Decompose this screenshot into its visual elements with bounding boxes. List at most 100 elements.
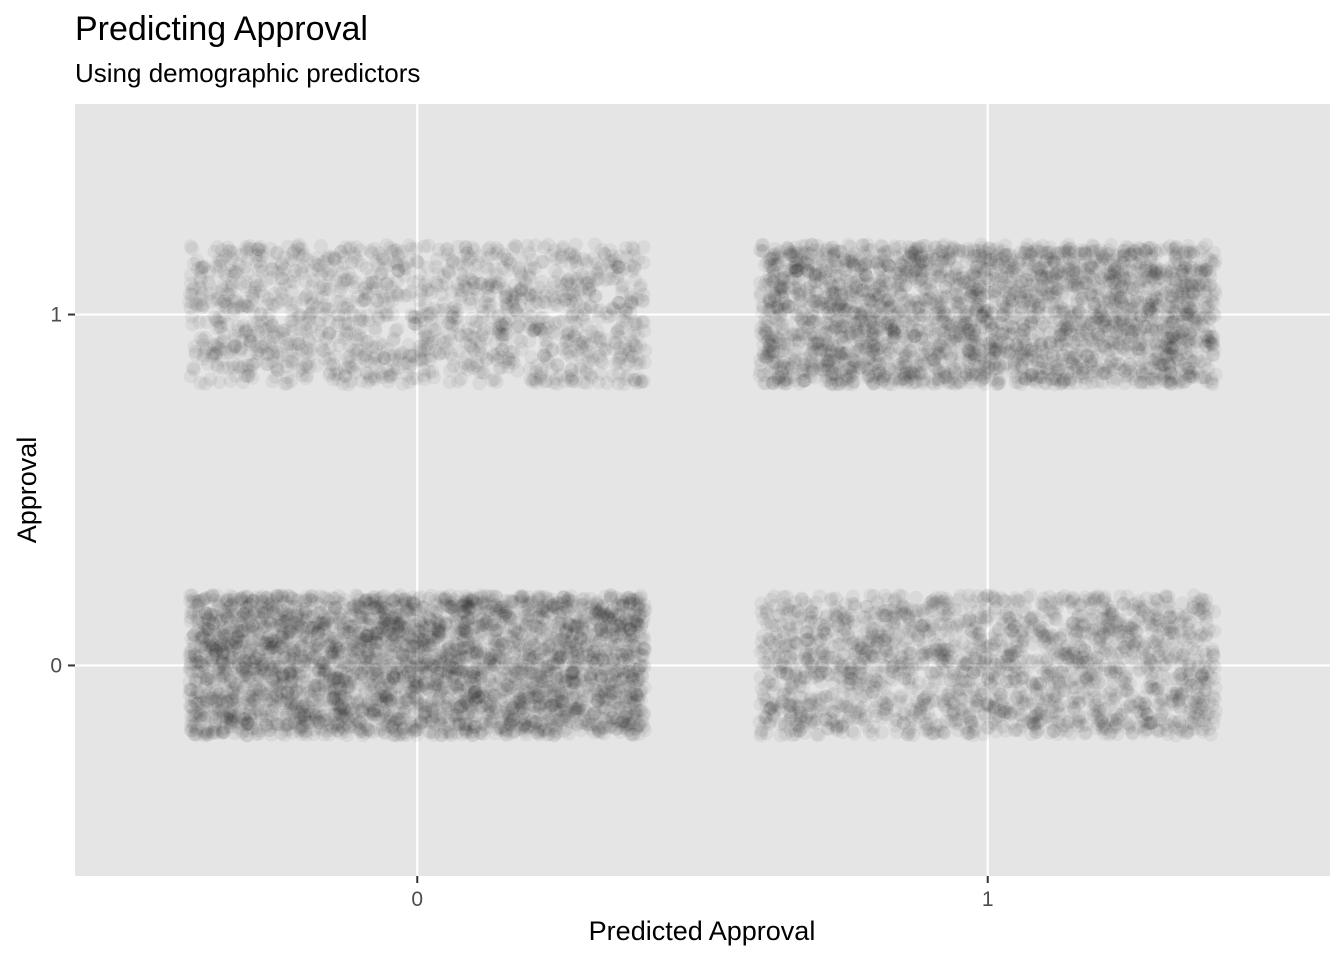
data-point [454,599,469,614]
data-point [397,619,412,634]
data-point [415,679,430,694]
data-point [427,725,441,740]
data-point [469,661,484,676]
data-point [587,725,602,740]
data-point [553,617,568,632]
data-point [240,693,255,708]
data-point [389,690,404,705]
data-point [276,710,291,725]
data-point [220,684,235,699]
data-point [377,614,391,629]
data-point [499,723,514,737]
data-point [200,722,215,737]
data-point [324,644,339,659]
data-point [184,719,198,734]
data-point [291,593,306,607]
data-point [313,589,328,604]
data-point [235,664,250,679]
data-point [575,592,590,607]
data-point [619,690,634,704]
data-point [574,723,589,738]
data-point [389,712,404,726]
data-point [623,690,638,705]
data-point [302,645,317,660]
data-point [448,717,463,732]
data-point [560,653,575,668]
data-point [541,680,556,695]
data-point [604,673,619,688]
data-point [545,598,560,612]
data-point [542,637,557,652]
data-point [517,717,532,732]
data-point [361,722,376,737]
data-point [460,632,475,647]
data-point [182,675,197,690]
point-cluster [752,588,1223,743]
data-point [255,602,270,616]
data-point [460,708,475,722]
data-point [471,666,486,681]
data-point [565,594,580,609]
data-point [390,728,405,743]
data-point [503,718,518,733]
data-point [1029,681,1044,695]
data-point [380,690,394,705]
data-point [908,590,923,605]
data-point [190,685,205,700]
data-point [294,721,309,736]
data-point [298,724,313,739]
data-point [265,716,280,731]
data-point [468,639,483,654]
data-point [536,642,551,657]
data-point [352,714,367,729]
data-point [476,661,491,676]
data-point [330,610,345,625]
data-point [525,595,540,610]
data-point [342,625,357,640]
data-point [512,691,527,706]
data-point [570,702,585,717]
data-point [259,717,274,732]
data-point [552,605,567,620]
data-point [460,593,475,608]
data-point [205,641,220,656]
data-point [319,600,334,615]
data-point [242,611,257,625]
data-point [605,684,620,699]
data-point [547,619,562,634]
data-point [432,616,447,631]
data-point [461,601,476,616]
data-point [637,641,651,656]
data-point [266,673,281,688]
data-point [192,685,207,699]
data-point [632,660,647,675]
data-point [559,600,574,615]
data-point [518,608,533,623]
data-point [628,593,643,608]
data-point [510,701,525,716]
chart-subtitle: Using demographic predictors [75,58,420,88]
data-point [225,692,239,707]
data-point [481,612,496,627]
data-point [396,712,411,727]
data-point [469,646,484,661]
data-point [217,720,232,735]
data-point [538,659,553,674]
data-point [384,613,399,628]
data-point [191,605,206,620]
data-point [335,673,350,688]
data-point [327,684,342,699]
data-point [300,704,315,718]
data-point [302,684,317,699]
data-point [288,699,303,713]
data-point [390,590,405,605]
plot-panel [75,104,1330,876]
data-point [218,607,233,622]
data-point [455,649,470,664]
data-point [229,636,244,651]
data-point [554,703,569,718]
data-point [376,611,390,626]
data-point [484,596,499,611]
data-point [263,722,278,737]
data-point [493,692,508,707]
